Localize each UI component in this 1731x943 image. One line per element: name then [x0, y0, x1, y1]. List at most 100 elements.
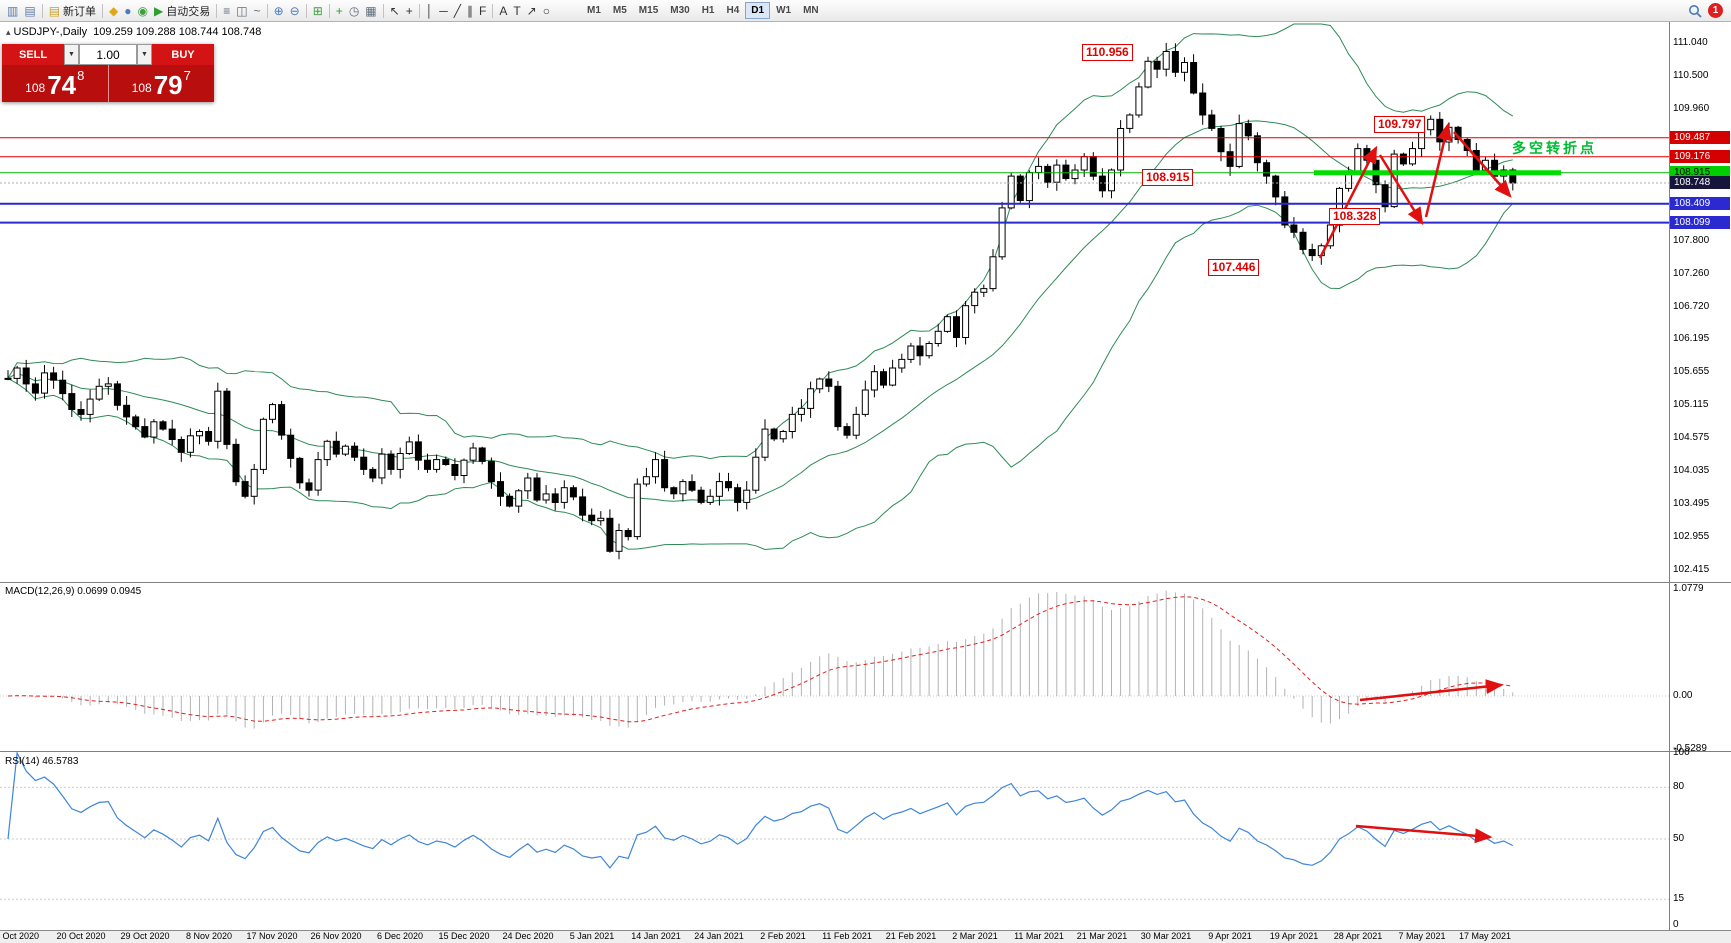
price-label-annotation[interactable]: 108.915: [1142, 169, 1194, 186]
date-axis-label: 15 Dec 2020: [438, 931, 490, 941]
trendline-tool-button[interactable]: ╱: [451, 2, 464, 20]
terminal-button[interactable]: ◉: [135, 2, 151, 20]
price-axis-label: 104.575: [1673, 432, 1710, 443]
price-axis-label: 106.195: [1673, 333, 1710, 344]
timeframe-m1[interactable]: M1: [586, 5, 601, 16]
rsi-line: [7, 750, 1514, 869]
tile-windows-button[interactable]: ⊞: [310, 2, 326, 20]
navigator-button[interactable]: ●: [121, 2, 134, 20]
shapes-tool-button[interactable]: ○: [540, 2, 553, 20]
price-axis-label: 107.260: [1673, 268, 1710, 279]
timeframe-m15[interactable]: M15: [638, 5, 659, 16]
toolbar-separator: [102, 3, 104, 18]
buy-button[interactable]: BUY: [152, 44, 214, 65]
new-chart-button[interactable]: ▥: [4, 2, 21, 20]
timeframe-group: M1 M5 M15 M30 H1 H4 D1 W1 MN: [581, 2, 825, 19]
timeframe-h4[interactable]: H4: [726, 5, 740, 16]
buy-price-big: 79: [153, 70, 183, 100]
lot-increase-button[interactable]: ▼: [137, 44, 152, 65]
auto-trading-button[interactable]: ▶ 自动交易: [151, 2, 213, 20]
arrows-tool-icon: ↗: [526, 3, 537, 18]
toolbar: ▥ ▤ ▤ 新订单 ◆ ● ◉ ▶ 自动交易 ≡ ◫ ~ ⊕ ⊖ ⊞ + ◷ ▦ ↖ + │ ─ ╱ ∥ F A T ↗ ○ M1 M5 M…: [0, 0, 1731, 22]
buy-price[interactable]: 108 79 7: [109, 65, 215, 102]
date-axis[interactable]: [0, 930, 1731, 943]
fibonacci-tool-icon: F: [478, 3, 487, 18]
trend-arrows[interactable]: [1318, 122, 1512, 844]
text-tool-button[interactable]: A: [496, 2, 510, 20]
bar-chart-mode-button[interactable]: ≡: [220, 2, 233, 20]
date-axis-label: 5 Jan 2021: [569, 931, 615, 941]
rsi-axis-label: 100: [1673, 747, 1690, 758]
notification-badge[interactable]: 1: [1708, 3, 1723, 18]
bollinger-bands: [7, 23, 1514, 551]
trade-widget-top: SELL ▼ ▼ BUY: [2, 44, 214, 65]
date-axis-label: 30 Mar 2021: [1140, 931, 1192, 941]
add-indicator-button[interactable]: +: [333, 2, 346, 20]
lot-decrease-button[interactable]: ▼: [64, 44, 79, 65]
date-axis-label: 2 Feb 2021: [760, 931, 806, 941]
templates-button[interactable]: ▦: [362, 2, 379, 20]
rsi-axis-label: 50: [1673, 833, 1685, 844]
lot-size-input[interactable]: [79, 44, 137, 65]
vertical-line-tool-button[interactable]: │: [423, 2, 437, 20]
toolbar-separator: [382, 3, 384, 18]
label-tool-button[interactable]: T: [510, 2, 523, 20]
candles: [4, 42, 1517, 560]
cursor-tool-button[interactable]: ↖: [387, 2, 403, 20]
zoom-in-button[interactable]: ⊕: [271, 2, 287, 20]
line-chart-mode-button[interactable]: ~: [251, 2, 264, 20]
symbol-icon: ▴: [6, 27, 11, 37]
date-axis-label: 6 Dec 2020: [376, 931, 424, 941]
timeframe-mn[interactable]: MN: [803, 5, 819, 16]
date-axis-label: 21 Feb 2021: [885, 931, 937, 941]
zoom-in-icon: ⊕: [273, 3, 284, 18]
price-axis-label: 106.720: [1673, 301, 1710, 312]
date-axis-label: 17 Nov 2020: [246, 931, 298, 941]
toolbar-separator: [492, 3, 494, 18]
arrows-tool-button[interactable]: ↗: [524, 2, 540, 20]
date-axis-label: 21 Mar 2021: [1076, 931, 1128, 941]
date-axis-label: 24 Dec 2020: [502, 931, 554, 941]
channel-tool-icon: ∥: [466, 3, 473, 18]
price-label-annotation[interactable]: 109.797: [1374, 116, 1426, 133]
crosshair-tool-button[interactable]: +: [403, 2, 416, 20]
search-icon[interactable]: [1688, 4, 1702, 18]
timeframe-h1[interactable]: H1: [701, 5, 715, 16]
date-axis-label: 24 Jan 2021: [694, 931, 744, 941]
date-axis-label: 8 Nov 2020: [185, 931, 233, 941]
timeframe-d1[interactable]: D1: [745, 2, 771, 19]
sell-price[interactable]: 108 74 8: [2, 65, 108, 102]
channel-tool-button[interactable]: ∥: [464, 2, 476, 20]
timeframe-w1[interactable]: W1: [776, 5, 792, 16]
date-axis-label: 17 May 2021: [1458, 931, 1512, 941]
zoom-out-button[interactable]: ⊖: [287, 2, 303, 20]
new-chart-icon: ▥: [7, 3, 19, 18]
macd-label: MACD(12,26,9) 0.0699 0.0945: [5, 586, 142, 597]
timeframe-m5[interactable]: M5: [612, 5, 627, 16]
price-badge: 108.409: [1670, 197, 1730, 210]
new-order-label: 新订单: [63, 5, 97, 18]
add-indicator-icon: +: [335, 3, 343, 18]
rsi-axis-label: 0: [1673, 919, 1679, 930]
profiles-button[interactable]: ▤: [21, 2, 38, 20]
vertical-line-tool-icon: │: [425, 3, 434, 18]
periods-button[interactable]: ◷: [346, 2, 362, 20]
turning-point-text-annotation[interactable]: 多空转折点: [1512, 140, 1597, 156]
candlestick-mode-icon: ◫: [236, 3, 248, 18]
price-axis-label: 105.655: [1673, 366, 1710, 377]
price-label-annotation[interactable]: 110.956: [1082, 44, 1133, 61]
price-axis-label: 110.500: [1673, 70, 1709, 81]
market-watch-button[interactable]: ◆: [106, 2, 121, 20]
price-label-annotation[interactable]: 108.328: [1329, 208, 1381, 225]
horizontal-line-tool-button[interactable]: ─: [436, 2, 451, 20]
fibonacci-tool-button[interactable]: F: [476, 2, 489, 20]
new-order-button[interactable]: ▤ 新订单: [46, 2, 99, 20]
date-axis-label: 28 Apr 2021: [1333, 931, 1383, 941]
candlestick-mode-button[interactable]: ◫: [233, 2, 250, 20]
sell-button[interactable]: SELL: [2, 44, 64, 65]
price-label-annotation[interactable]: 107.446: [1208, 259, 1260, 276]
timeframe-m30[interactable]: M30: [670, 5, 690, 16]
rsi-label: RSI(14) 46.5783: [5, 756, 79, 767]
